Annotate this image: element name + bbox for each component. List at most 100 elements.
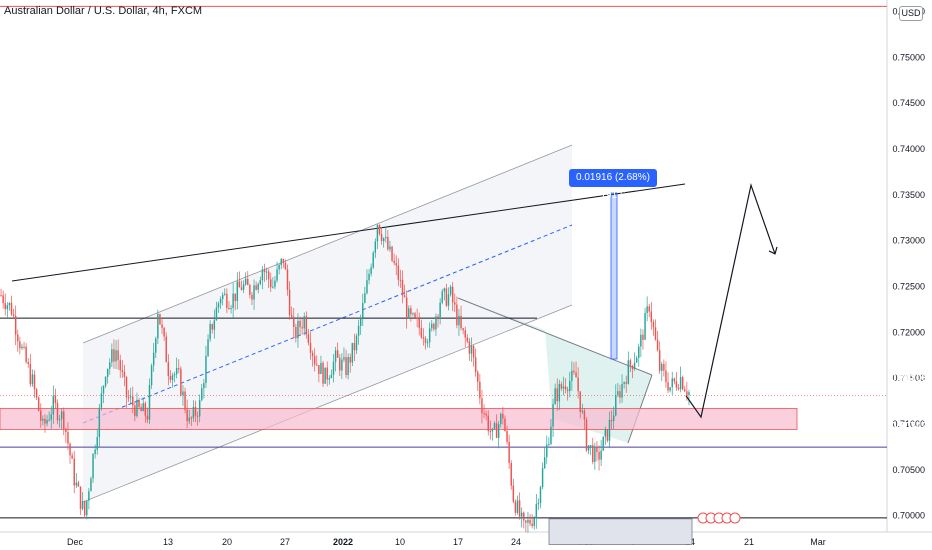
candle-body [196, 415, 199, 417]
candle-body [106, 368, 109, 377]
candle-body [529, 519, 531, 524]
candle-body [25, 346, 27, 363]
last-price-tag: 0.71303 [890, 373, 928, 384]
channel-lower [82, 304, 573, 503]
candle-body [146, 415, 149, 420]
candle-body [506, 431, 508, 442]
candle-body [165, 336, 167, 363]
candle-body [516, 500, 519, 513]
candle-body [539, 487, 542, 504]
x-tick-label: 13 [163, 537, 173, 547]
candle-body [148, 385, 151, 420]
candle-body [560, 383, 563, 389]
candle-body [184, 391, 186, 410]
candle-body [389, 246, 391, 250]
candle-body [439, 302, 441, 318]
measure-bar [610, 192, 618, 360]
candle-body [73, 458, 75, 486]
candle-body [608, 419, 611, 441]
candle-body [610, 419, 613, 422]
candle-body [265, 271, 268, 273]
candle-body [286, 269, 289, 290]
candle-body [414, 313, 416, 318]
candle-body [571, 370, 573, 381]
candle-body [324, 367, 326, 384]
candle-body [186, 409, 188, 422]
candle-body [52, 395, 55, 415]
candle-body [259, 280, 262, 285]
candle-body [247, 278, 249, 286]
candle-body [347, 357, 349, 376]
candle-body [343, 357, 345, 360]
candle-body [456, 304, 458, 326]
candle-body [173, 374, 176, 376]
support-zone [0, 407, 798, 430]
candle-body [63, 411, 65, 429]
candle-body [573, 370, 575, 373]
candle-body [92, 453, 94, 479]
candle-body [378, 225, 381, 234]
candle-body [615, 394, 617, 416]
candle-body [253, 285, 255, 300]
pattern-fill [458, 298, 652, 443]
candle-body [401, 280, 404, 296]
candle-body [663, 363, 665, 371]
candle-body [318, 365, 320, 375]
candle-body [508, 441, 510, 463]
candle-body [405, 297, 408, 318]
candle-body [44, 418, 46, 424]
candle-body [152, 352, 155, 366]
y-tick-label: 0.71500 [892, 373, 925, 383]
candle-body [263, 269, 266, 273]
candle-body [376, 225, 379, 242]
candle-body [502, 413, 504, 419]
candle-body [642, 334, 644, 340]
candle-body [341, 359, 343, 371]
candle-body [512, 485, 515, 502]
chart-title: Australian Dollar / U.S. Dollar, 4h, FXC… [4, 5, 203, 17]
y-tick-label: 0.72000 [892, 327, 925, 337]
candle-body [35, 389, 38, 398]
candle-body [679, 377, 682, 390]
x-tick-label: 10 [395, 537, 405, 547]
candle-body [479, 381, 481, 399]
candle-body [339, 357, 341, 371]
candle-body [435, 316, 437, 330]
currency-button[interactable]: USD [899, 6, 923, 21]
candle-body [374, 241, 377, 253]
candle-body [497, 424, 500, 438]
channel-median [82, 224, 573, 424]
candle-body [684, 389, 686, 392]
candle-body [320, 362, 322, 375]
candle-body [234, 293, 236, 301]
x-tick-label: 21 [744, 537, 754, 547]
economic-event-icon [729, 512, 741, 524]
candle-body [514, 501, 517, 513]
candle-body [140, 407, 142, 412]
candle-body [625, 382, 627, 384]
candle-body [474, 357, 477, 373]
candle-body [203, 383, 205, 389]
candle-body [433, 323, 435, 330]
candle-body [355, 335, 358, 351]
candle-body [410, 308, 412, 315]
candle-body [546, 444, 548, 458]
candle-body [213, 320, 216, 330]
candle-body [638, 346, 640, 358]
candle-body [190, 417, 193, 419]
candle-body [569, 380, 571, 392]
candle-body [330, 374, 333, 379]
candle-body [541, 468, 544, 488]
candle-body [667, 382, 669, 391]
y-tick-label: 0.74500 [892, 98, 925, 108]
x-tick-label: 17 [453, 537, 463, 547]
candle-body [552, 404, 554, 427]
candle-body [230, 308, 232, 310]
candle-body [150, 365, 153, 386]
candle-body [205, 356, 207, 384]
candle-body [399, 279, 402, 281]
candle-body [50, 414, 52, 420]
candle-body [362, 302, 364, 318]
